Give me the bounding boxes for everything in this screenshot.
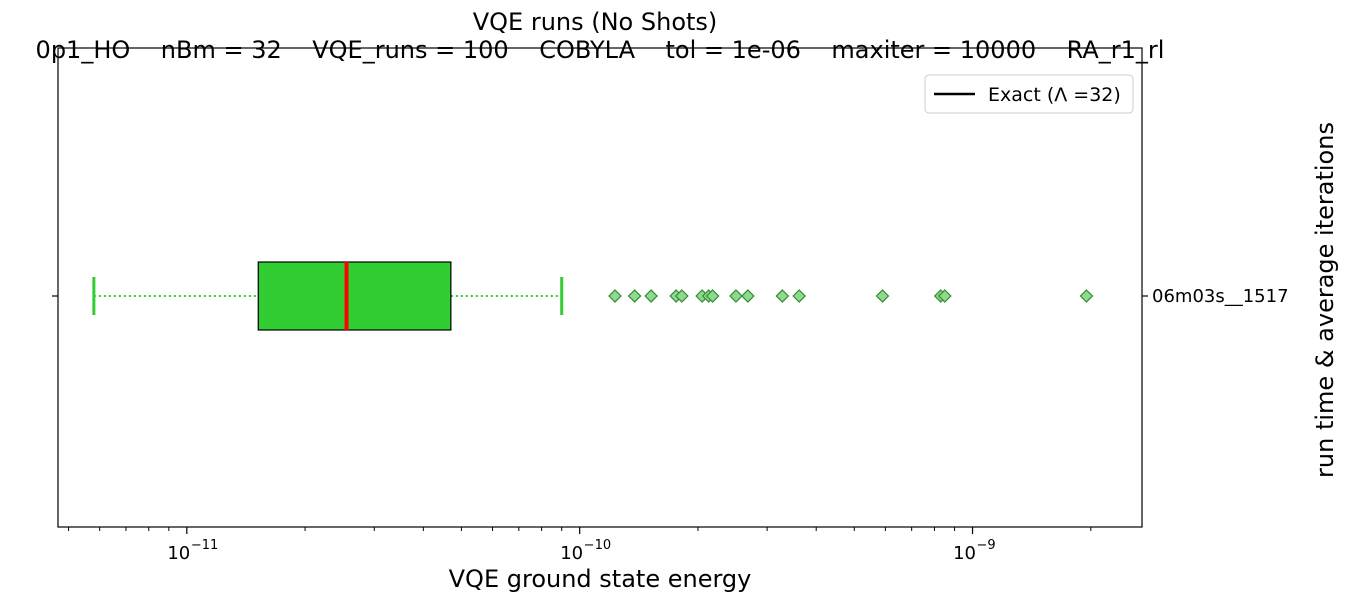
outlier-point — [875, 289, 890, 303]
box-iqr — [257, 261, 452, 331]
x-tick-exponent: −10 — [584, 538, 611, 553]
x-axis-label: VQE ground state energy — [449, 565, 752, 593]
outlier-point — [608, 289, 622, 303]
outlier-point — [644, 289, 658, 303]
x-tick-label: 10 — [167, 543, 190, 564]
outlier-point — [674, 289, 689, 303]
outlier-point — [937, 289, 952, 303]
plot-area — [57, 47, 1143, 528]
chart-title: VQE runs (No Shots) — [473, 8, 718, 36]
x-tick-exponent: −9 — [977, 538, 996, 553]
legend: Exact (Λ =32) — [924, 74, 1134, 114]
y-axis-label: run time & average iterations — [1311, 122, 1339, 478]
plot-layer: 10 −11 10 −10 10 −9 — [52, 261, 1148, 564]
legend-box — [924, 74, 1134, 114]
outlier-point — [775, 289, 790, 303]
outlier-point — [792, 289, 807, 303]
outlier-point — [1079, 289, 1094, 303]
legend-label: Exact (Λ =32) — [988, 84, 1121, 106]
outlier-point — [729, 289, 743, 303]
chart-subtitle: 0p1_HO nBm = 32 VQE_runs = 100 COBYLA to… — [36, 36, 1165, 64]
outlier-point — [627, 289, 642, 303]
x-tick-label: 10 — [953, 543, 976, 564]
x-tick-exponent: −11 — [191, 538, 218, 553]
outlier-point — [741, 289, 755, 303]
y-tick-label: 06m03s__1517 — [1152, 286, 1289, 307]
x-tick-label: 10 — [560, 543, 583, 564]
outlier-point — [705, 289, 720, 303]
